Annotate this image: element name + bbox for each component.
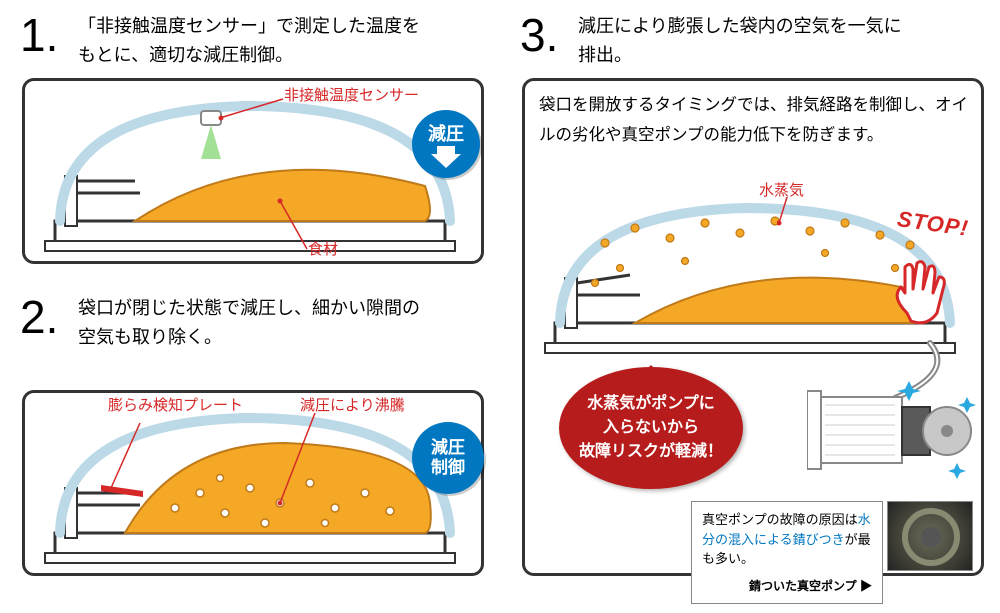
panel-2 [22,390,484,576]
step-3-line2: 排出。 [578,45,632,65]
step-2-number: 2. [20,290,58,344]
step-3-line1: 減圧により膨張した袋内の空気を一気に [578,16,902,36]
step-2-line2: 空気も取り除く。 [78,327,222,347]
badge-2-l1: 減圧 [431,438,465,458]
step-2-line1: 袋口が閉じた状態で減圧し、細かい隙間の [78,298,420,318]
pump-photo-caption: 錆ついた真空ポンプ ▶ [702,577,872,595]
step-1-number: 1. [20,8,58,62]
bubble-pump-safe: 水蒸気がポンプに 入らないから 故障リスクが軽減！ [559,367,743,489]
bubble-l3: 故障リスクが軽減！ [579,443,723,460]
bubble-l2: 入らないから [603,419,699,436]
step-2-text: 袋口が閉じた状態で減圧し、細かい隙間の 空気も取り除く。 [78,294,478,352]
panel-3: 袋口を開放するタイミングでは、排気経路を制御し、オイルの劣化や真空ポンプの能力低… [522,78,984,576]
step-3-description: 袋口を開放するタイミングでは、排気経路を制御し、オイルの劣化や真空ポンプの能力低… [539,91,969,150]
step-1-line1: 「非接触温度センサー」で測定した温度を [78,16,420,36]
diagram-1 [25,81,481,261]
panel-1 [22,78,484,264]
badge-2-l2: 制御 [431,458,465,478]
label-boil: 減圧により沸騰 [300,394,405,415]
step-3-number: 3. [520,8,558,62]
note-pre: 真空ポンプの故障の原因は [702,512,858,527]
diagram-2 [25,393,481,573]
badge-1-text: 減圧 [428,120,464,146]
label-sensor: 非接触温度センサー [284,84,419,105]
step-1-text: 「非接触温度センサー」で測定した温度を もとに、適切な減圧制御。 [78,12,478,70]
rusty-pump-photo [887,501,973,571]
step-1-line2: もとに、適切な減圧制御。 [78,45,293,65]
badge-1: 減圧 [412,110,480,178]
note-pump-failure: 真空ポンプの故障の原因は水分の混入による錆びつきが最も多い。 錆ついた真空ポンプ… [691,501,883,604]
pump-icon [807,377,977,487]
label-plate: 膨らみ検知プレート [108,394,243,415]
label-food: 食材 [308,238,338,259]
bubble-l1: 水蒸気がポンプに [587,395,715,412]
arrow-down-icon [431,146,461,168]
step-3-text: 減圧により膨張した袋内の空気を一気に 排出。 [578,12,978,70]
badge-2: 減圧 制御 [412,422,484,494]
steam-pointer [777,197,817,227]
